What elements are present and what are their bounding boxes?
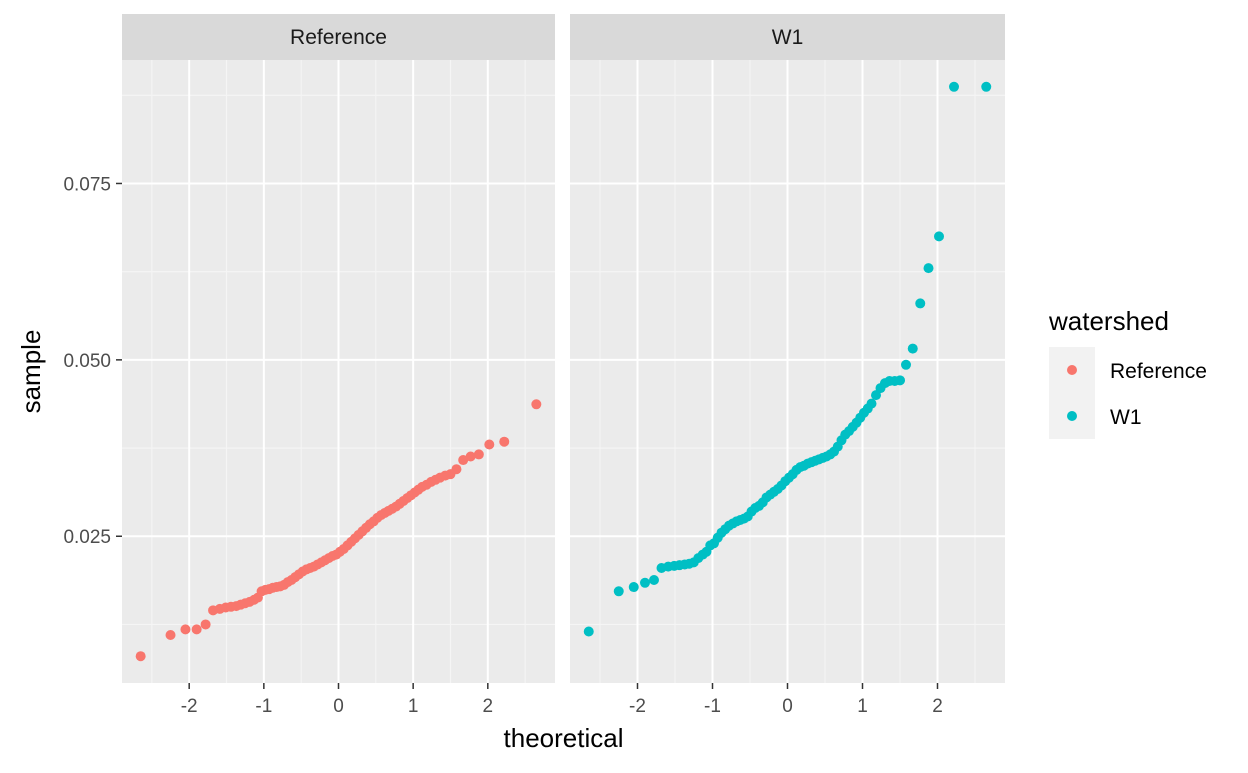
data-point [531, 399, 542, 410]
data-point [583, 626, 594, 637]
legend-title: watershed [1048, 306, 1169, 336]
x-tick-label: 0 [782, 696, 793, 717]
data-point [628, 582, 639, 593]
legend-label-reference: Reference [1110, 360, 1207, 383]
points-w1 [583, 81, 992, 637]
x-axis-title: theoretical [504, 723, 624, 753]
x-tick-label: 1 [857, 696, 868, 717]
x-tick-label: 0 [333, 696, 344, 717]
data-point [949, 81, 959, 92]
data-point [499, 436, 510, 447]
data-point [473, 449, 484, 460]
legend-label-w1: W1 [1110, 406, 1142, 429]
strip-label-reference: Reference [290, 26, 387, 49]
data-point [465, 451, 476, 462]
x-tick-label: 2 [483, 696, 494, 717]
data-point [981, 81, 992, 92]
data-point [934, 231, 944, 242]
strip-background-reference [122, 14, 555, 60]
data-point [135, 651, 146, 662]
y-tick-label: 0.075 [63, 174, 111, 195]
data-point [895, 375, 905, 386]
x-tick-label: -2 [181, 696, 198, 717]
y-tick-label: 0.025 [63, 527, 111, 548]
data-point [907, 343, 918, 354]
x-tick-label: 2 [932, 696, 943, 717]
panel-w1: W1 -2 -1 0 1 2 [570, 14, 1005, 717]
data-point [165, 630, 176, 641]
y-tick-label: 0.050 [63, 351, 111, 372]
data-point [866, 398, 877, 409]
points-reference [135, 399, 542, 662]
data-point [458, 455, 469, 466]
y-axis-title: sample [16, 330, 46, 414]
legend-key-w1 [1067, 411, 1077, 421]
facet-panels: Reference -2 -1 0 1 2 W1 -2 -1 0 1 2 [122, 14, 1005, 717]
data-point [180, 624, 191, 635]
data-point [200, 619, 211, 630]
data-point [451, 464, 462, 475]
data-point [191, 624, 202, 635]
data-point [484, 439, 495, 450]
data-point [649, 574, 659, 585]
x-tick-label: -1 [255, 696, 272, 717]
panel-reference: Reference -2 -1 0 1 2 [122, 14, 555, 717]
strip-label-w1: W1 [772, 26, 804, 49]
strip-background-w1 [570, 14, 1005, 60]
x-tick-label: -2 [629, 696, 646, 717]
legend: watershed Reference W1 [1048, 306, 1207, 439]
x-tick-label: -1 [704, 696, 721, 717]
data-point [640, 577, 650, 588]
data-point [915, 298, 926, 309]
data-point [923, 263, 934, 274]
x-tick-label: 1 [408, 696, 419, 717]
legend-key-reference [1067, 365, 1077, 375]
data-point [613, 586, 624, 597]
data-point [901, 359, 911, 370]
y-axis: 0.025 0.050 0.075 [63, 174, 122, 548]
